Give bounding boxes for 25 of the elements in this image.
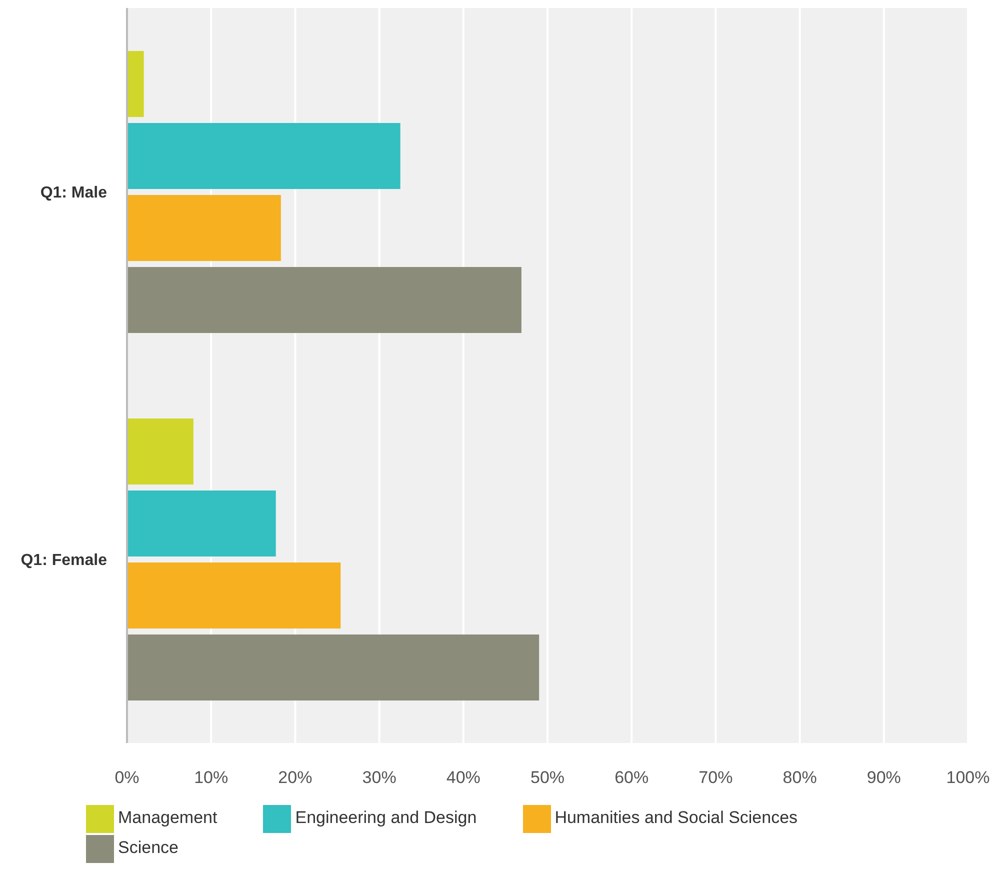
bar [127, 562, 341, 628]
bar [127, 418, 194, 484]
x-tick-label: 30% [362, 768, 396, 788]
x-tick-label: 70% [698, 768, 733, 788]
x-tick-label: 0% [114, 768, 140, 788]
x-tick-label: 40% [446, 768, 480, 788]
y-tick-label: Q1: Female [20, 552, 108, 569]
x-tick-label: 60% [614, 768, 649, 788]
legend-label: Management [118, 808, 218, 827]
bar [127, 51, 144, 117]
x-tick-label: 10% [194, 768, 228, 788]
x-tick-label: 80% [782, 768, 817, 788]
y-tick-label: Q1: Male [40, 184, 108, 202]
bar [127, 123, 400, 189]
bar [127, 267, 522, 333]
legend-label: Science [118, 838, 178, 857]
legend-label: Engineering and Design [295, 808, 477, 827]
bar [127, 195, 281, 261]
x-tick-label: 20% [278, 768, 312, 788]
bar [127, 490, 276, 556]
x-tick-label: 100% [946, 768, 990, 788]
legend-label: Humanities and Social Sciences [554, 808, 798, 827]
x-tick-label: 90% [866, 768, 901, 788]
x-tick-label: 50% [530, 768, 565, 788]
bar [127, 634, 540, 700]
